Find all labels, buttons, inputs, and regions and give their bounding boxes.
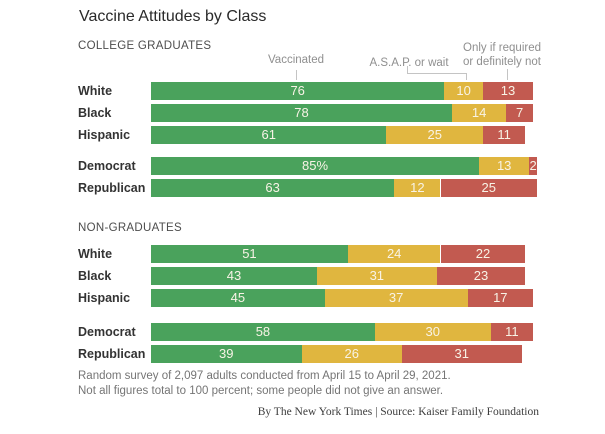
bar-track: 63 12 25 (151, 179, 537, 197)
bar-segment-asap: 13 (479, 157, 530, 175)
row-label-hispanic: Hispanic (78, 128, 131, 142)
chart-section-label: NON-GRADUATES (78, 222, 182, 234)
bar-segment-vaccinated: 78 (151, 104, 453, 122)
only-tick-line (507, 69, 508, 80)
bar-segment-only: 31 (401, 345, 522, 363)
bar-segment-vaccinated: 61 (151, 126, 387, 144)
bar-segment-vaccinated: 45 (151, 289, 325, 307)
bar-segment-vaccinated: 58 (151, 323, 375, 341)
bar-segment-vaccinated: 51 (151, 245, 348, 263)
row-label-black: Black (78, 106, 112, 120)
chart-section-label: COLLEGE GRADUATES (78, 40, 212, 52)
chart-title: Vaccine Attitudes by Class (79, 8, 267, 25)
bar-segment-asap: 25 (386, 126, 483, 144)
asap-bracket-stub-line (466, 73, 467, 80)
row-label-democrat: Democrat (78, 325, 136, 339)
byline-source: By The New York Times | Source: Kaiser F… (257, 406, 539, 418)
bar-segment-asap: 24 (347, 245, 441, 263)
bar-track: 58 30 11 (151, 323, 537, 341)
bar-track: 39 26 31 (151, 345, 537, 363)
bar-track: 76 10 13 (151, 82, 537, 100)
asap-bracket-line (407, 66, 467, 74)
legend-only-label: Only if required or definitely not (463, 41, 541, 69)
row-label-republican: Republican (78, 347, 146, 361)
bar-segment-only: 11 (482, 126, 526, 144)
bar-segment-only: 23 (436, 267, 526, 285)
bar-segment-vaccinated: 76 (151, 82, 445, 100)
bar-segment-only: 2 (529, 157, 537, 175)
row-label-democrat: Democrat (78, 159, 136, 173)
bar-segment-only: 11 (490, 323, 534, 341)
bar-segment-asap: 14 (452, 104, 507, 122)
bar-track: 61 25 11 (151, 126, 537, 144)
footnote: Random survey of 2,097 adults conducted … (78, 369, 451, 399)
bar-track: 85% 13 2 (151, 157, 537, 175)
bar-track: 43 31 23 (151, 267, 537, 285)
bar-segment-vaccinated: 39 (151, 345, 302, 363)
footnote-line1: Random survey of 2,097 adults conducted … (78, 370, 451, 382)
bar-segment-only: 13 (482, 82, 534, 100)
bar-segment-asap: 12 (394, 179, 441, 197)
row-label-white: White (78, 84, 113, 98)
footnote-line2: Not all figures total to 100 percent; so… (78, 385, 444, 397)
bar-segment-asap: 26 (301, 345, 402, 363)
bar-segment-asap: 31 (316, 267, 437, 285)
bar-segment-vaccinated: 63 (151, 179, 395, 197)
bar-track: 51 24 22 (151, 245, 537, 263)
row-label-white: White (78, 247, 113, 261)
bar-segment-vaccinated: 85% (151, 157, 480, 175)
legend-vaccinated-label: Vaccinated (267, 54, 325, 66)
bar-track: 45 37 17 (151, 289, 537, 307)
bar-segment-only: 17 (467, 289, 534, 307)
bar-segment-asap: 30 (374, 323, 491, 341)
row-label-republican: Republican (78, 181, 146, 195)
bar-segment-asap: 37 (324, 289, 468, 307)
legend-only-line1: Only if required (463, 42, 541, 54)
legend-only-line2: or definitely not (463, 56, 541, 68)
legend-asap-label: A.S.A.P. or wait (369, 57, 449, 69)
bar-segment-only: 25 (440, 179, 537, 197)
vaccinated-tick-line (296, 70, 297, 80)
bar-segment-vaccinated: 43 (151, 267, 317, 285)
bar-segment-only: 22 (440, 245, 526, 263)
row-label-hispanic: Hispanic (78, 291, 131, 305)
row-label-black: Black (78, 269, 112, 283)
bar-segment-asap: 10 (444, 82, 483, 100)
bar-track: 78 14 7 (151, 104, 537, 122)
bar-segment-only: 7 (506, 104, 534, 122)
